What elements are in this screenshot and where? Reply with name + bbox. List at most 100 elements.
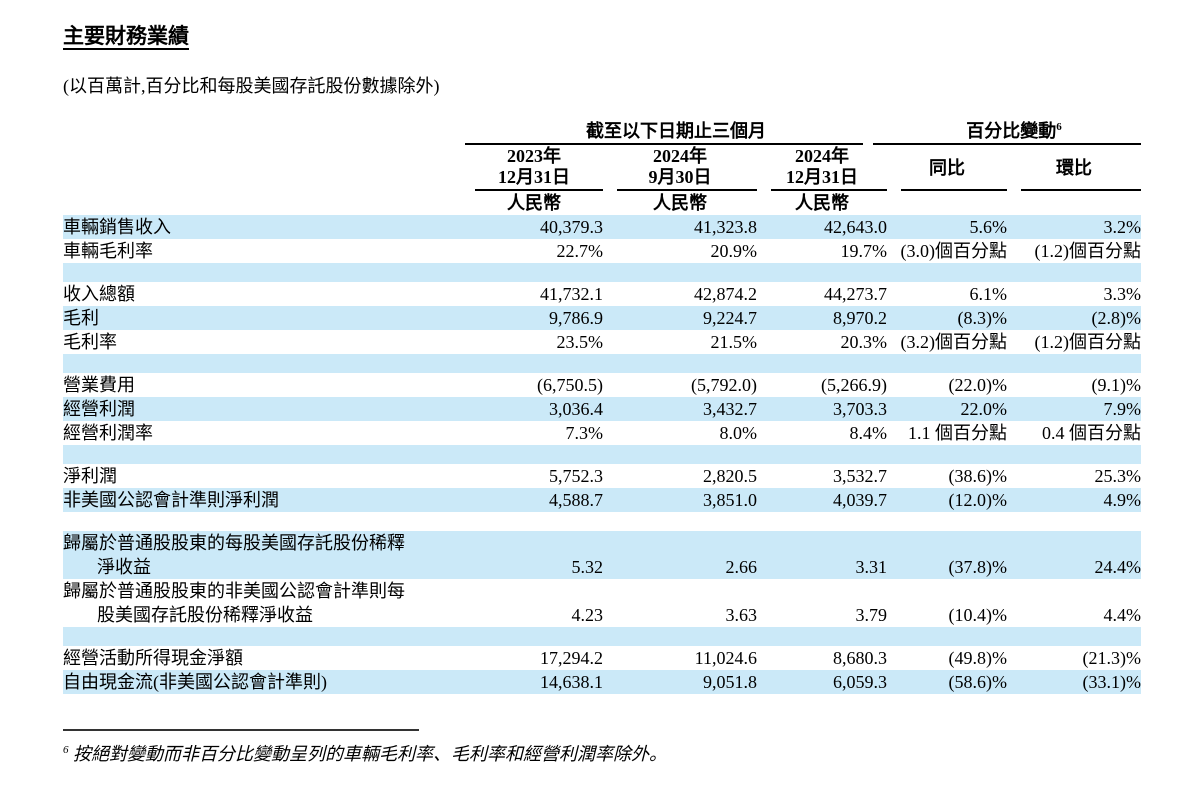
cell-value: (21.3)% <box>1082 648 1141 668</box>
cell-value: (1.2)個百分點 <box>1034 332 1142 352</box>
spacer-row <box>63 512 1141 531</box>
cell-value: 3,532.7 <box>833 466 887 486</box>
cell-value: 41,323.8 <box>694 217 757 237</box>
cell-value: 9,786.9 <box>549 308 603 328</box>
cell-value: 8,970.2 <box>833 308 887 328</box>
footnote-marker: 6 <box>63 744 69 756</box>
cell-value: (37.8)% <box>948 557 1007 577</box>
row-label: 毛利率 <box>63 332 117 352</box>
table-row: 收入總額 41,732.1 42,874.2 44,273.7 6.1% 3.3% <box>63 282 1141 306</box>
cell-value: 8.4% <box>849 423 888 443</box>
cell-value: 3,432.7 <box>703 399 757 419</box>
table-row: 車輛毛利率 22.7% 20.9% 19.7% (3.0)個百分點 (1.2)個百分點 <box>63 239 1141 263</box>
cell-value: 4.9% <box>1103 490 1142 510</box>
table-row: 歸屬於普通股股東的非美國公認會計準則每 股美國存託股份稀釋淨收益 4.23 3.63 3… <box>63 579 1141 627</box>
cell-value: 8,680.3 <box>833 648 887 668</box>
row-label: 營業費用 <box>63 375 135 395</box>
row-label: 自由現金流(非美國公認會計準則) <box>63 672 327 692</box>
currency-label: 人民幣 <box>653 193 707 213</box>
spacer-row <box>63 627 1141 646</box>
cell-value: 22.7% <box>556 241 604 261</box>
row-label: 經營活動所得現金淨額 <box>63 648 243 668</box>
cell-value: 22.0% <box>960 399 1008 419</box>
financial-results-table: 截至以下日期止三個月 百分比變動6 2023年 12月31日 2024年 9月3… <box>63 113 1141 694</box>
cell-value: 24.4% <box>1094 557 1142 577</box>
group-header-period: 截至以下日期止三個月 <box>465 117 887 143</box>
cell-value: (2.8)% <box>1091 308 1141 328</box>
cell-value: (1.2)個百分點 <box>1034 241 1142 261</box>
column-header-2024-12-31: 2024年 12月31日 <box>786 146 858 187</box>
cell-value: 25.3% <box>1094 466 1142 486</box>
table-row: 毛利 9,786.9 9,224.7 8,970.2 (8.3)% (2.8)% <box>63 306 1141 330</box>
cell-value: (3.0)個百分點 <box>900 241 1008 261</box>
cell-value: (10.4)% <box>948 605 1007 625</box>
cell-value: 11,024.6 <box>694 648 757 668</box>
cell-value: 42,874.2 <box>694 284 757 304</box>
cell-value: 7.3% <box>565 423 604 443</box>
column-header-2024-09-30: 2024年 9月30日 <box>648 146 712 187</box>
cell-value: 5,752.3 <box>549 466 603 486</box>
cell-value: 23.5% <box>556 332 604 352</box>
table-row: 非美國公認會計準則淨利潤 4,588.7 3,851.0 4,039.7 (12.0)%… <box>63 488 1141 512</box>
cell-value: 20.9% <box>710 241 758 261</box>
cell-value: 40,379.3 <box>540 217 603 237</box>
group-header-pct-change: 百分比變動6 <box>887 117 1141 143</box>
group-header-pct-label: 百分比變動 <box>966 121 1057 141</box>
cell-value: (5,266.9) <box>821 375 887 395</box>
table-row: 歸屬於普通股股東的每股美國存託股份稀釋 淨收益 5.32 2.66 3.31 (37.8)… <box>63 531 1141 579</box>
cell-value: 42,643.0 <box>824 217 887 237</box>
cell-value: 2,820.5 <box>703 466 757 486</box>
cell-value: 3.2% <box>1103 217 1142 237</box>
table-column-header-row: 2023年 12月31日 2024年 9月30日 2024年 12月31日 同比… <box>63 145 1141 189</box>
cell-value: (6,750.5) <box>537 375 603 395</box>
row-label: 非美國公認會計準則淨利潤 <box>63 490 279 510</box>
footnote-divider <box>63 729 419 731</box>
column-header-rules <box>63 189 1141 191</box>
cell-value: (8.3)% <box>957 308 1007 328</box>
cell-value: 0.4 個百分點 <box>1042 423 1141 443</box>
cell-value: 3.31 <box>855 557 888 577</box>
table-row: 營業費用 (6,750.5) (5,792.0) (5,266.9) (22.0)% (9… <box>63 373 1141 397</box>
spacer-row <box>63 354 1141 373</box>
currency-label: 人民幣 <box>795 193 849 213</box>
cell-value: (33.1)% <box>1082 672 1141 692</box>
cell-value: 17,294.2 <box>540 648 603 668</box>
cell-value: 4,588.7 <box>549 490 603 510</box>
cell-value: 3.63 <box>725 605 758 625</box>
cell-value: (38.6)% <box>948 466 1007 486</box>
cell-value: (3.2)個百分點 <box>900 332 1008 352</box>
page-title: 主要財務業績 <box>63 24 189 48</box>
cell-value: (22.0)% <box>948 375 1007 395</box>
cell-value: 21.5% <box>710 332 758 352</box>
cell-value: 3,851.0 <box>703 490 757 510</box>
table-body: 車輛銷售收入 40,379.3 41,323.8 42,643.0 5.6% 3.2% 車輛… <box>63 215 1141 694</box>
table-row: 淨利潤 5,752.3 2,820.5 3,532.7 (38.6)% 25.3% <box>63 464 1141 488</box>
table-row: 經營利潤 3,036.4 3,432.7 3,703.3 22.0% 7.9% <box>63 397 1141 421</box>
cell-value: 5.32 <box>571 557 604 577</box>
cell-value: 3,036.4 <box>549 399 603 419</box>
row-label: 歸屬於普通股股東的非美國公認會計準則每 股美國存託股份稀釋淨收益 <box>63 581 405 625</box>
row-label: 車輛毛利率 <box>63 241 153 261</box>
cell-value: 4.23 <box>571 605 604 625</box>
table-row: 經營活動所得現金淨額 17,294.2 11,024.6 8,680.3 (49.8)%… <box>63 646 1141 670</box>
cell-value: 3.79 <box>855 605 888 625</box>
cell-value: (5,792.0) <box>691 375 757 395</box>
group-header-rules <box>63 143 1141 145</box>
cell-value: 6,059.3 <box>833 672 887 692</box>
footnote: 6 按絕對變動而非百分比變動呈列的車輛毛利率、毛利率和經營利潤率除外。 <box>63 740 667 766</box>
row-label: 毛利 <box>63 308 99 328</box>
row-label: 淨利潤 <box>63 466 117 486</box>
cell-value: 9,051.8 <box>703 672 757 692</box>
column-header-qoq: 環比 <box>1056 158 1092 178</box>
cell-value: (12.0)% <box>948 490 1007 510</box>
cell-value: 8.0% <box>719 423 758 443</box>
footnote-text: 按絕對變動而非百分比變動呈列的車輛毛利率、毛利率和經營利潤率除外。 <box>68 744 667 764</box>
cell-value: (9.1)% <box>1091 375 1141 395</box>
cell-value: 6.1% <box>969 284 1008 304</box>
currency-label: 人民幣 <box>507 193 561 213</box>
table-group-header-row: 截至以下日期止三個月 百分比變動6 <box>63 113 1141 143</box>
units-note: (以百萬計,百分比和每股美國存託股份數據除外) <box>63 76 440 96</box>
group-header-period-label: 截至以下日期止三個月 <box>586 121 766 141</box>
row-label: 車輛銷售收入 <box>63 217 171 237</box>
